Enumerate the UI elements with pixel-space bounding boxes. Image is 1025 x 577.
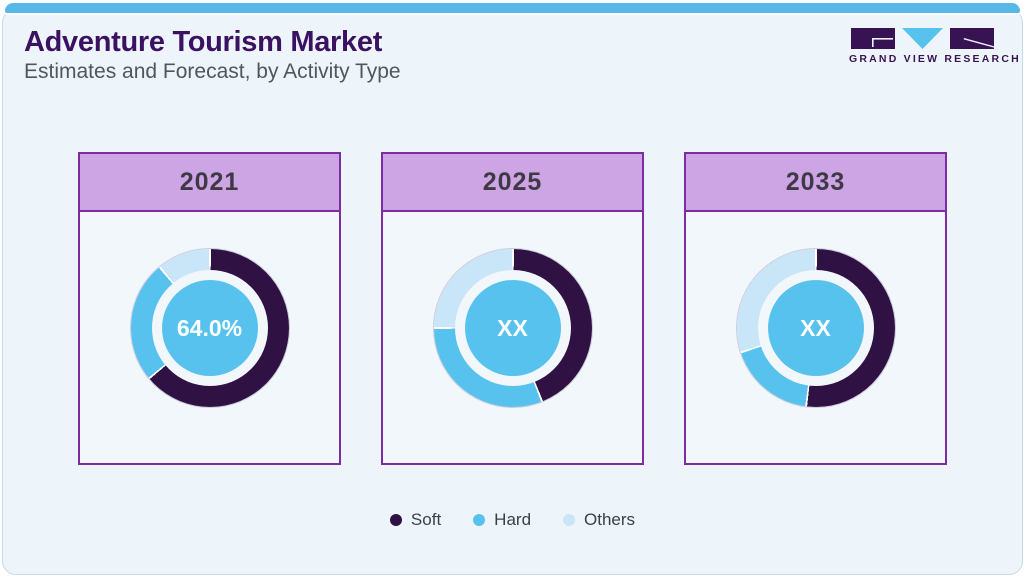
g-glyph-icon <box>851 28 895 49</box>
legend-label: Hard <box>494 510 532 529</box>
card-header: 2021 <box>80 154 339 212</box>
donut-center-label: 64.0% <box>176 314 243 341</box>
donut-chart-2021: 64.0% <box>130 249 289 407</box>
card-header: 2025 <box>383 154 642 212</box>
year-cards-row: 2021 64.0% 2025 XX <box>78 152 947 465</box>
year-card-2025: 2025 XX <box>381 152 644 465</box>
card-body: XX <box>383 212 642 463</box>
donut-center: XX <box>767 280 864 376</box>
donut-center-label: XX <box>497 314 528 341</box>
year-label: 2021 <box>179 167 240 196</box>
r-glyph-icon <box>950 28 994 49</box>
logo-wordmark: GRAND VIEW RESEARCH <box>849 53 1021 65</box>
legend-label: Others <box>584 510 636 529</box>
legend-dot-others-icon <box>563 514 576 526</box>
gvr-logo: GRAND VIEW RESEARCH <box>849 27 1021 65</box>
card-body: XX <box>686 212 945 463</box>
gvr-logo-glyphs-icon <box>851 28 994 49</box>
legend-item-others: Others <box>563 510 635 530</box>
page-subtitle: Estimates and Forecast, by Activity Type <box>24 60 401 83</box>
donut-center: XX <box>464 280 561 376</box>
donut-center-label: XX <box>800 314 831 341</box>
legend: Soft Hard Others <box>0 510 1025 530</box>
legend-item-soft: Soft <box>389 510 442 530</box>
year-card-2021: 2021 64.0% <box>78 152 341 465</box>
legend-item-hard: Hard <box>473 510 531 530</box>
donut-center: 64.0% <box>161 280 258 376</box>
year-card-2033: 2033 XX <box>684 152 947 465</box>
donut-chart-2033: XX <box>736 249 895 407</box>
legend-label: Soft <box>410 510 442 529</box>
top-accent-bar <box>5 3 1020 13</box>
card-header: 2033 <box>686 154 945 212</box>
year-label: 2033 <box>785 167 846 196</box>
page-title: Adventure Tourism Market <box>24 26 383 58</box>
v-glyph-icon <box>902 28 943 49</box>
donut-chart-2025: XX <box>433 249 592 407</box>
card-body: 64.0% <box>80 212 339 463</box>
legend-dot-soft-icon <box>389 514 402 526</box>
year-label: 2025 <box>482 167 543 196</box>
legend-dot-hard-icon <box>473 514 486 526</box>
